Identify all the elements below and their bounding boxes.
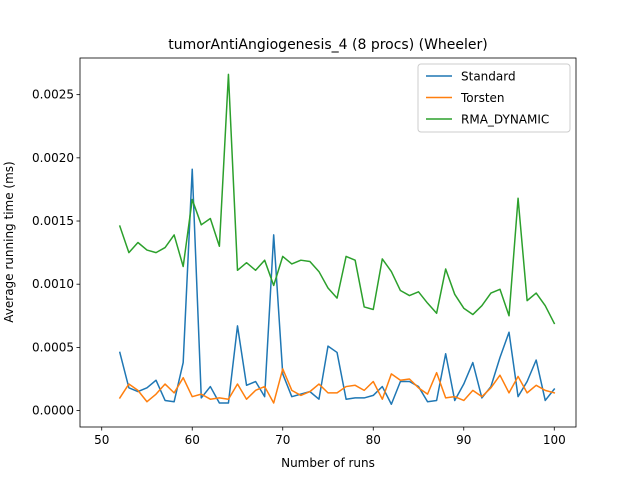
y-tick-label: 0.0025 <box>32 88 74 102</box>
chart-title: tumorAntiAngiogenesis_4 (8 procs) (Wheel… <box>168 37 488 53</box>
x-tick-label: 60 <box>185 433 200 447</box>
x-tick-label: 100 <box>543 433 566 447</box>
plot-frame <box>79 57 577 428</box>
series-layer <box>118 73 556 405</box>
y-tick-label: 0.0015 <box>32 214 74 228</box>
legend-entry-label: Torsten <box>460 91 505 105</box>
axes-layer: 50 60 70 80 90 100 0.0000 0.0005 0.0010 0.0015 0.0… <box>32 57 577 447</box>
legend-box <box>417 63 571 133</box>
series-line-1 <box>118 368 556 404</box>
x-tick-label: 70 <box>275 433 290 447</box>
y-tick-label: 0.0005 <box>32 340 74 354</box>
y-axis-label: Average running time (ms) <box>2 161 16 322</box>
y-tick-label: 0.0000 <box>32 404 74 418</box>
y-tick-label: 0.0010 <box>32 277 74 291</box>
series-line-2 <box>118 73 556 325</box>
series-line-0 <box>118 168 556 405</box>
x-axis-label: Number of runs <box>281 456 375 470</box>
legend: Standard Torsten RMA_DYNAMIC <box>417 63 571 133</box>
x-tick-label: 80 <box>366 433 381 447</box>
legend-entry-label: RMA_DYNAMIC <box>461 113 549 127</box>
x-tick-label: 90 <box>456 433 471 447</box>
y-tick-label: 0.0020 <box>32 151 74 165</box>
legend-entry-label: Standard <box>461 70 516 84</box>
x-tick-label: 50 <box>94 433 109 447</box>
